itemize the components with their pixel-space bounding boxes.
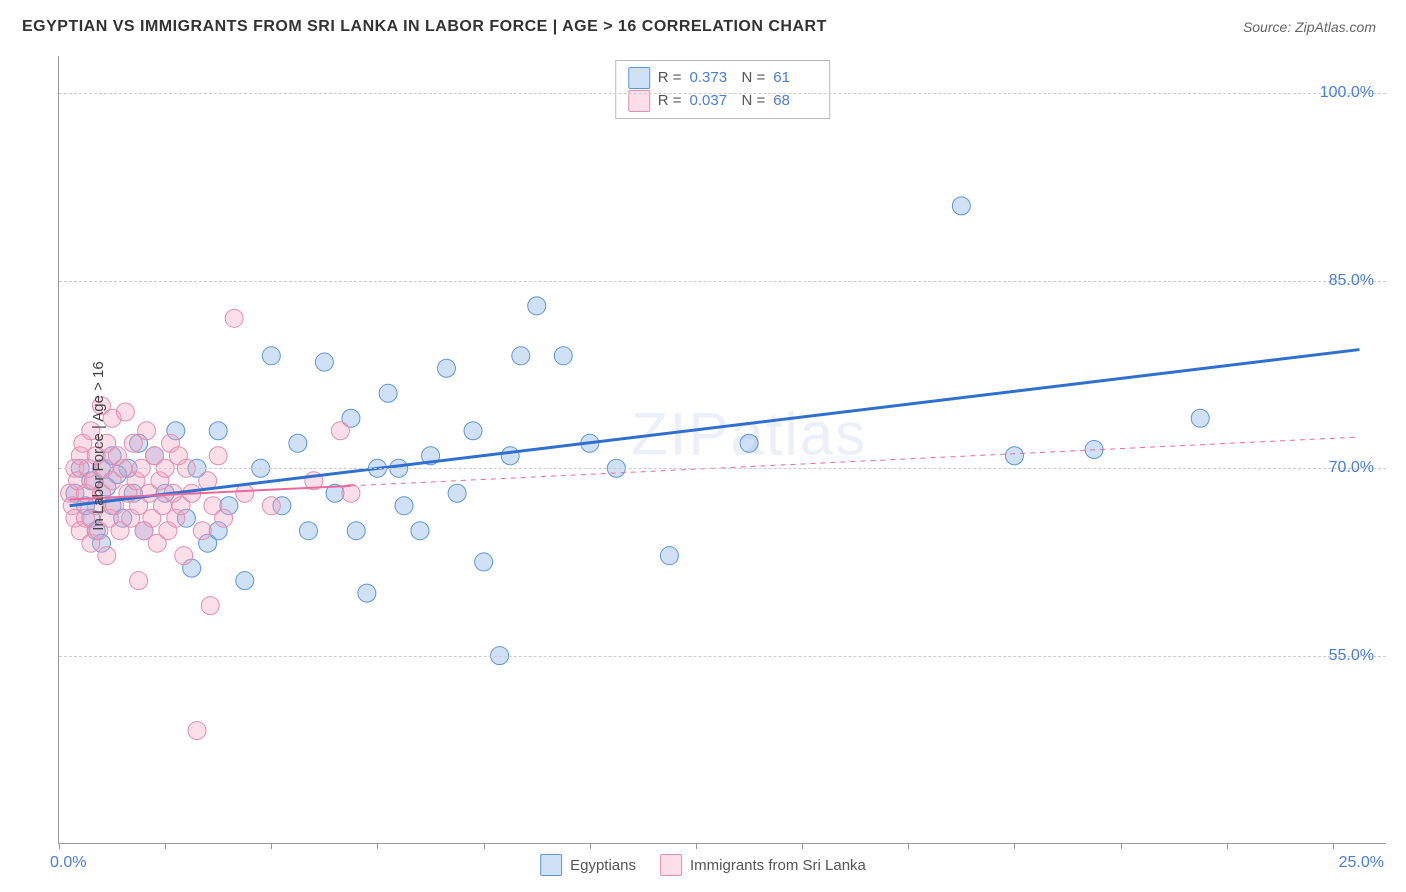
scatter-point (379, 384, 397, 402)
y-tick-label: 100.0% (1320, 84, 1374, 102)
x-tick (1014, 843, 1015, 849)
x-tick (59, 843, 60, 849)
x-tick (165, 843, 166, 849)
x-tick (484, 843, 485, 849)
scatter-chart: ZIPatlas R =0.373N =61R =0.037N =68 55.0… (58, 56, 1386, 844)
scatter-point (289, 434, 307, 452)
scatter-point (209, 447, 227, 465)
scatter-point (395, 497, 413, 515)
scatter-point (358, 584, 376, 602)
gridline-h (59, 281, 1386, 282)
y-tick-label: 85.0% (1329, 272, 1374, 290)
scatter-point (209, 422, 227, 440)
stats-row: R = 0.373 N = 61 (628, 67, 818, 90)
scatter-point (554, 347, 572, 365)
scatter-point (188, 722, 206, 740)
legend-swatch (660, 854, 682, 876)
scatter-point (215, 509, 233, 527)
legend-item: Egyptians (540, 854, 636, 876)
stats-legend-box: R =0.373N =61R =0.037N =68 (615, 60, 831, 119)
scatter-point (130, 572, 148, 590)
x-axis-end-label: 25.0% (1339, 854, 1384, 872)
stat-n-label: N = (742, 67, 766, 90)
source-attribution: Source: ZipAtlas.com (1243, 19, 1376, 35)
scatter-point (225, 309, 243, 327)
scatter-point (315, 353, 333, 371)
x-tick (908, 843, 909, 849)
trend-line-dashed (351, 437, 1360, 486)
y-tick-label: 55.0% (1329, 647, 1374, 665)
gridline-h (59, 468, 1386, 469)
legend-swatch (540, 854, 562, 876)
scatter-point (437, 359, 455, 377)
gridline-h (59, 656, 1386, 657)
stat-r-value: 0.373 (690, 67, 734, 90)
scatter-point (262, 497, 280, 515)
stat-r-label: R = (658, 67, 682, 90)
scatter-point (952, 197, 970, 215)
legend-label: Egyptians (570, 857, 636, 874)
scatter-point (175, 547, 193, 565)
scatter-point (1191, 409, 1209, 427)
scatter-point (347, 522, 365, 540)
x-tick (377, 843, 378, 849)
x-tick (590, 843, 591, 849)
legend-swatch (628, 67, 650, 89)
x-tick (1121, 843, 1122, 849)
plot-svg (59, 56, 1386, 843)
scatter-point (475, 553, 493, 571)
scatter-point (528, 297, 546, 315)
scatter-point (512, 347, 530, 365)
scatter-point (1005, 447, 1023, 465)
scatter-point (464, 422, 482, 440)
x-tick (1333, 843, 1334, 849)
scatter-point (299, 522, 317, 540)
stat-n-value: 61 (773, 67, 817, 90)
scatter-point (236, 572, 254, 590)
x-tick (802, 843, 803, 849)
scatter-point (660, 547, 678, 565)
scatter-point (116, 403, 134, 421)
scatter-point (138, 422, 156, 440)
y-axis-label: In Labor Force | Age > 16 (90, 361, 107, 530)
scatter-point (193, 522, 211, 540)
scatter-point (262, 347, 280, 365)
x-tick (271, 843, 272, 849)
y-tick-label: 70.0% (1329, 459, 1374, 477)
x-tick (696, 843, 697, 849)
scatter-point (331, 422, 349, 440)
legend-item: Immigrants from Sri Lanka (660, 854, 866, 876)
legend-label: Immigrants from Sri Lanka (690, 857, 866, 874)
scatter-point (236, 484, 254, 502)
gridline-h (59, 93, 1386, 94)
scatter-point (411, 522, 429, 540)
x-axis-origin-label: 0.0% (50, 854, 86, 872)
page-title: EGYPTIAN VS IMMIGRANTS FROM SRI LANKA IN… (22, 18, 827, 36)
scatter-point (740, 434, 758, 452)
scatter-point (501, 447, 519, 465)
scatter-point (98, 547, 116, 565)
bottom-legend: Egyptians Immigrants from Sri Lanka (540, 854, 866, 876)
scatter-point (448, 484, 466, 502)
scatter-point (201, 597, 219, 615)
x-tick (1227, 843, 1228, 849)
trend-line (70, 350, 1360, 506)
